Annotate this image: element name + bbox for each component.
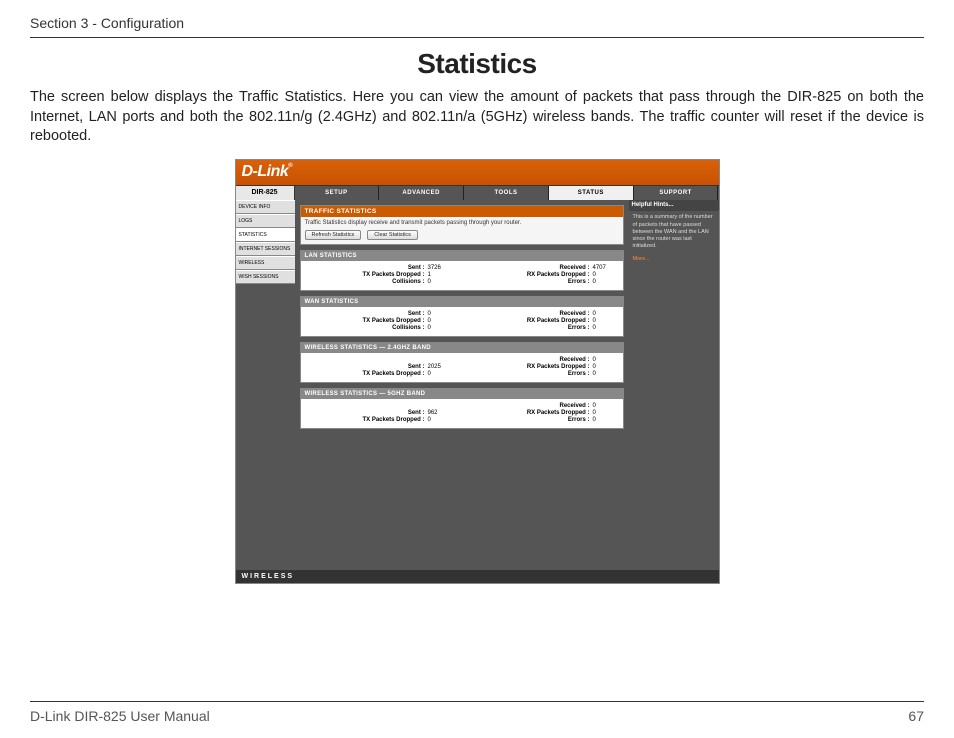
wan-err-val: 0: [593, 325, 621, 331]
sidebar-item-wireless[interactable]: WIRELESS: [236, 256, 295, 270]
tab-support[interactable]: SUPPORT: [634, 186, 719, 200]
lan-err-lbl: Errors :: [468, 279, 593, 285]
wireless24-stats-box: WIRELESS STATISTICS — 2.4GHZ BAND Receiv…: [300, 342, 624, 383]
bottom-bar: WIRELESS: [236, 570, 719, 583]
wan-rxd-lbl: RX Packets Dropped :: [468, 318, 593, 324]
w24-sent-lbl: Sent :: [303, 364, 428, 370]
w24-err-val: 0: [593, 371, 621, 377]
wan-txd-lbl: TX Packets Dropped :: [303, 318, 428, 324]
lan-stats-box: LAN STATISTICS Sent : 3726 Received : 47…: [300, 250, 624, 291]
sidebar: DEVICE INFOLOGSSTATISTICSINTERNET SESSIO…: [236, 200, 295, 570]
wan-col-val: 0: [428, 325, 456, 331]
traffic-stats-head: TRAFFIC STATISTICS: [301, 206, 623, 217]
intro-text: The screen below displays the Traffic St…: [30, 88, 924, 147]
wan-recv-lbl: Received :: [468, 311, 593, 317]
sidebar-item-logs[interactable]: LOGS: [236, 214, 295, 228]
w24-txd-val: 0: [428, 371, 456, 377]
w5-recv-val: 0: [593, 403, 621, 409]
wan-stats-box: WAN STATISTICS Sent : 0 Received : 0 TX …: [300, 296, 624, 337]
clear-button[interactable]: Clear Statistics: [367, 230, 418, 240]
wan-col-lbl: Collisions :: [303, 325, 428, 331]
brand-text: D-Link: [242, 163, 289, 180]
lan-head: LAN STATISTICS: [301, 251, 623, 261]
tab-status[interactable]: STATUS: [549, 186, 634, 200]
w5-rxd-val: 0: [593, 410, 621, 416]
w24-txd-lbl: TX Packets Dropped :: [303, 371, 428, 377]
w5-sent-lbl: Sent :: [303, 410, 428, 416]
section-header: Section 3 - Configuration: [30, 15, 924, 38]
lan-sent-lbl: Sent :: [303, 265, 428, 271]
w5-err-lbl: Errors :: [468, 417, 593, 423]
lan-recv-lbl: Received :: [468, 265, 593, 271]
lan-txd-val: 1: [428, 272, 456, 278]
sidebar-item-internet-sessions[interactable]: INTERNET SESSIONS: [236, 242, 295, 256]
main-panel: TRAFFIC STATISTICS Traffic Statistics di…: [295, 200, 629, 570]
content-row: DEVICE INFOLOGSSTATISTICSINTERNET SESSIO…: [236, 200, 719, 570]
tab-setup[interactable]: SETUP: [295, 186, 380, 200]
model-label: DIR-825: [236, 186, 295, 200]
w24-rxd-val: 0: [593, 364, 621, 370]
w5-txd-val: 0: [428, 417, 456, 423]
help-title: Helpful Hints...: [629, 200, 719, 212]
w5-err-val: 0: [593, 417, 621, 423]
wan-err-lbl: Errors :: [468, 325, 593, 331]
doc-footer: D-Link DIR-825 User Manual 67: [30, 701, 924, 724]
lan-sent-val: 3726: [428, 265, 456, 271]
lan-col-val: 0: [428, 279, 456, 285]
sidebar-item-statistics[interactable]: STATISTICS: [236, 228, 295, 242]
w24-err-lbl: Errors :: [468, 371, 593, 377]
lan-err-val: 0: [593, 279, 621, 285]
wan-head: WAN STATISTICS: [301, 297, 623, 307]
nav-row: DIR-825 SETUPADVANCEDTOOLSSTATUSSUPPORT: [236, 186, 719, 200]
w5-txd-lbl: TX Packets Dropped :: [303, 417, 428, 423]
lan-rxd-lbl: RX Packets Dropped :: [468, 272, 593, 278]
reg-mark: ®: [288, 163, 292, 169]
brand-logo: D-Link®: [242, 163, 293, 181]
footer-page: 67: [908, 708, 924, 724]
lan-recv-val: 4707: [593, 265, 621, 271]
footer-left: D-Link DIR-825 User Manual: [30, 708, 210, 724]
sidebar-item-device-info[interactable]: DEVICE INFO: [236, 200, 295, 214]
w24-recv-val: 0: [593, 357, 621, 363]
w5-sent-val: 962: [428, 410, 456, 416]
page-title: Statistics: [30, 48, 924, 80]
wan-recv-val: 0: [593, 311, 621, 317]
wan-rxd-val: 0: [593, 318, 621, 324]
help-body: This is a summary of the number of packe…: [633, 214, 715, 250]
w24-head: WIRELESS STATISTICS — 2.4GHZ BAND: [301, 343, 623, 353]
sidebar-item-wish-sessions[interactable]: WISH SESSIONS: [236, 270, 295, 284]
tab-tools[interactable]: TOOLS: [464, 186, 549, 200]
refresh-button[interactable]: Refresh Statistics: [305, 230, 362, 240]
w5-rxd-lbl: RX Packets Dropped :: [468, 410, 593, 416]
help-more-link[interactable]: More...: [633, 256, 715, 263]
w24-rxd-lbl: RX Packets Dropped :: [468, 364, 593, 370]
lan-txd-lbl: TX Packets Dropped :: [303, 272, 428, 278]
traffic-stats-desc: Traffic Statistics display receive and t…: [305, 220, 619, 226]
traffic-stats-header: TRAFFIC STATISTICS Traffic Statistics di…: [300, 205, 624, 245]
wireless5-stats-box: WIRELESS STATISTICS — 5GHZ BAND Received…: [300, 388, 624, 429]
lan-col-lbl: Collisions :: [303, 279, 428, 285]
wan-sent-lbl: Sent :: [303, 311, 428, 317]
w5-recv-lbl: Received :: [468, 403, 593, 409]
brand-bar: D-Link®: [236, 160, 719, 186]
wan-txd-val: 0: [428, 318, 456, 324]
w24-recv-lbl: Received :: [468, 357, 593, 363]
w24-sent-val: 2025: [428, 364, 456, 370]
router-screenshot: D-Link® DIR-825 SETUPADVANCEDTOOLSSTATUS…: [235, 159, 720, 584]
tab-advanced[interactable]: ADVANCED: [379, 186, 464, 200]
help-panel: Helpful Hints... This is a summary of th…: [629, 200, 719, 570]
lan-rxd-val: 0: [593, 272, 621, 278]
w5-head: WIRELESS STATISTICS — 5GHZ BAND: [301, 389, 623, 399]
wan-sent-val: 0: [428, 311, 456, 317]
